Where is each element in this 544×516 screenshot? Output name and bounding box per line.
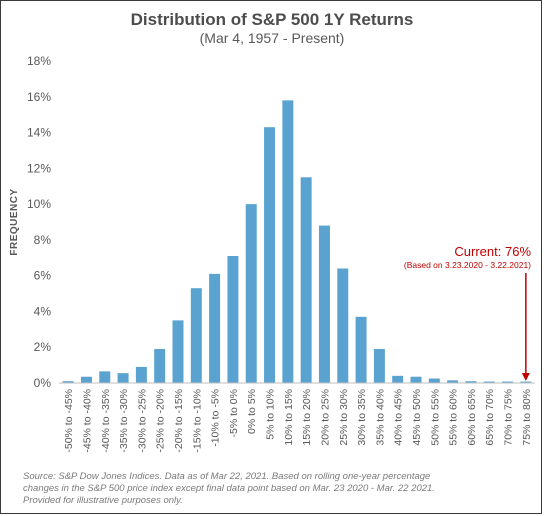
x-tick-label: -20% to -15% (173, 389, 185, 453)
y-tick-label: 18% (27, 54, 51, 68)
bar (117, 373, 129, 383)
bar (209, 273, 221, 383)
bar (62, 381, 74, 383)
bar (410, 376, 422, 383)
x-tick-label: 55% to 60% (448, 389, 460, 446)
bar (520, 381, 532, 383)
x-tick-label: -10% to -5% (210, 389, 222, 447)
x-tick-label: 5% to 10% (265, 389, 277, 440)
bar (300, 177, 312, 383)
source-line-2: changes in the S&P 500 price index excep… (23, 483, 435, 494)
x-tick-label: 50% to 55% (429, 389, 441, 446)
x-tick-label: 70% to 75% (503, 389, 515, 446)
y-tick-label: 2% (34, 340, 52, 354)
x-tick-label: -45% to -40% (81, 389, 93, 453)
bar (355, 316, 367, 383)
bar (135, 366, 147, 383)
bar (227, 255, 239, 383)
x-tick-label: 30% to 35% (356, 389, 368, 446)
x-tick-labels: -50% to -45% -45% to -40% -40% to -35% -35%… (63, 389, 533, 453)
x-tick-label: 0% to 5% (246, 389, 258, 434)
x-tick-label: 25% to 30% (338, 389, 350, 446)
x-tick-label: -15% to -10% (191, 389, 203, 453)
x-tick-label: 40% to 45% (393, 389, 405, 446)
x-tick-label: 65% to 70% (484, 389, 496, 446)
current-annotation: Current: 76% (Based on 3.23.2020 - 3.22.… (404, 244, 531, 381)
y-tick-labels: 0% 2% 4% 6% 8% 10% 12% 14% 16% 18% (27, 54, 51, 390)
bar (428, 378, 440, 383)
y-tick-label: 12% (27, 161, 51, 175)
bar (465, 381, 477, 383)
bar (337, 268, 349, 383)
y-axis-label: FREQUENCY (9, 188, 20, 255)
source-line-3: Provided for illustrative purposes only. (23, 495, 183, 506)
x-tick-label: -40% to -35% (100, 389, 112, 453)
x-tick-label: 10% to 15% (283, 389, 295, 446)
bar (190, 288, 202, 383)
y-tick-label: 16% (27, 90, 51, 104)
source-line-1: Source: S&P Dow Jones Indices. Data as o… (23, 471, 430, 482)
x-tick-label: 60% to 65% (466, 389, 478, 446)
bar (373, 349, 385, 383)
y-tick-label: 6% (34, 269, 52, 283)
x-tick-label: -50% to -45% (63, 389, 75, 453)
chart-subtitle: (Mar 4, 1957 - Present) (200, 30, 345, 46)
bar (154, 349, 166, 383)
source-note: Source: S&P Dow Jones Indices. Data as o… (23, 471, 435, 506)
bar (483, 381, 495, 383)
x-tick-label: -35% to -30% (118, 389, 130, 453)
bar (80, 376, 92, 383)
chart-title: Distribution of S&P 500 1Y Returns (131, 10, 414, 29)
bar (172, 320, 184, 383)
bar (502, 381, 514, 383)
y-tick-label: 14% (27, 126, 51, 140)
x-tick-label: -25% to -20% (155, 389, 167, 453)
bar (99, 371, 111, 383)
annotation-sublabel: (Based on 3.23.2020 - 3.22.2021) (404, 260, 531, 270)
x-tick-label: -30% to -25% (136, 389, 148, 453)
x-tick-label: 20% to 25% (319, 389, 331, 446)
annotation-arrow-head (521, 373, 530, 381)
x-tick-label: -5% to 0% (228, 389, 240, 437)
y-tick-label: 8% (34, 233, 52, 247)
x-tick-label: 45% to 50% (411, 389, 423, 446)
y-tick-label: 10% (27, 197, 51, 211)
x-tick-label: 35% to 40% (374, 389, 386, 446)
bars (62, 100, 532, 383)
y-tick-label: 0% (34, 376, 52, 390)
bar (447, 380, 459, 383)
bar (392, 375, 404, 383)
x-tick-label: 15% to 20% (301, 389, 313, 446)
bar (318, 225, 330, 383)
bar (245, 204, 257, 383)
bar (282, 100, 294, 383)
bar (264, 127, 276, 383)
x-tick-label: 75% to 80% (521, 389, 533, 446)
annotation-label: Current: 76% (454, 244, 531, 259)
y-tick-label: 4% (34, 304, 52, 318)
